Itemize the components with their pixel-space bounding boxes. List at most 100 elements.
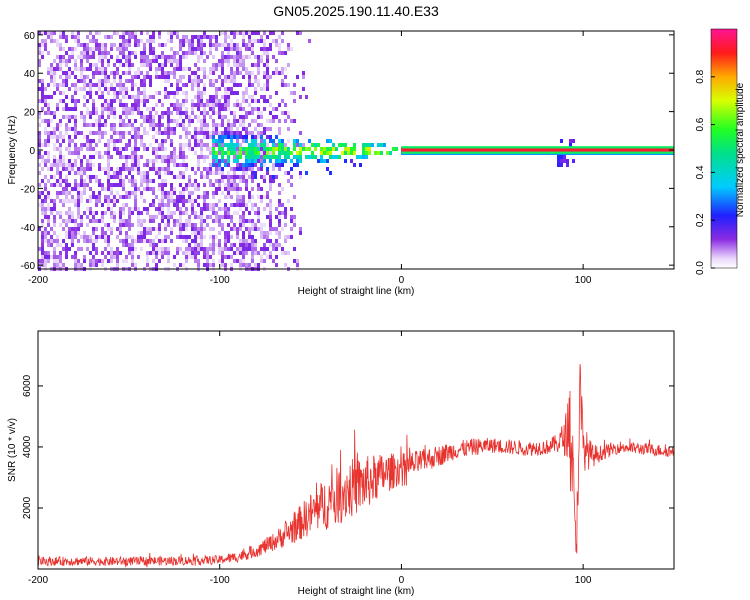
heatmap-cell <box>239 207 242 211</box>
heatmap-cell <box>77 199 80 203</box>
heatmap-cell <box>119 195 122 199</box>
heatmap-cell <box>131 223 134 227</box>
heatmap-cell <box>38 51 41 55</box>
heatmap-cell <box>254 163 257 167</box>
heatmap-cell <box>113 111 116 115</box>
heatmap-cell <box>260 151 263 155</box>
heatmap-cell <box>245 91 248 95</box>
heatmap-cell <box>119 59 122 63</box>
heatmap-cell <box>62 135 65 139</box>
heatmap-cell <box>224 215 227 219</box>
heatmap-cell <box>161 103 164 107</box>
heatmap-cell <box>368 151 371 155</box>
heatmap-cell <box>92 255 95 259</box>
heatmap-cell <box>206 155 209 159</box>
heatmap-cell <box>47 143 50 147</box>
heatmap-cell <box>296 259 299 263</box>
heatmap-cell <box>206 223 209 227</box>
heatmap-cell <box>113 95 116 99</box>
heatmap-cell <box>305 147 308 151</box>
heatmap-cell <box>248 159 251 163</box>
heatmap-cell <box>278 71 281 75</box>
heatmap-cell <box>44 211 47 215</box>
heatmap-cell <box>149 227 152 231</box>
heatmap-cell <box>251 111 254 115</box>
heatmap-cell <box>137 135 140 139</box>
heatmap-cell <box>284 143 287 147</box>
heatmap-cell <box>194 259 197 263</box>
heatmap-cell <box>239 83 242 87</box>
heatmap-cell <box>77 79 80 83</box>
heatmap-cell <box>137 95 140 99</box>
heatmap-cell <box>140 195 143 199</box>
heatmap-cell <box>302 75 305 79</box>
heatmap-cell <box>83 143 86 147</box>
heatmap-cell <box>158 211 161 215</box>
heatmap-cell <box>185 115 188 119</box>
heatmap-cell <box>101 103 104 107</box>
heatmap-cell <box>131 87 134 91</box>
heatmap-cell <box>242 63 245 67</box>
heatmap-cell <box>392 147 395 151</box>
heatmap-cell <box>251 223 254 227</box>
heatmap-cell <box>275 155 278 159</box>
heatmap-cell <box>125 115 128 119</box>
heatmap-cell <box>206 123 209 127</box>
heatmap-cell <box>101 79 104 83</box>
heatmap-cell <box>59 63 62 67</box>
heatmap-cell <box>152 159 155 163</box>
heatmap-cell <box>128 67 131 71</box>
heatmap-cell <box>197 39 200 43</box>
heatmap-cell <box>113 75 116 79</box>
heatmap-cell <box>170 39 173 43</box>
heatmap-cell <box>47 67 50 71</box>
heatmap-cell <box>95 151 98 155</box>
heatmap-cell <box>92 99 95 103</box>
heatmap-cell <box>299 175 302 179</box>
heatmap-cell <box>122 95 125 99</box>
heatmap-cell <box>86 135 89 139</box>
heatmap-cell <box>317 143 320 147</box>
heatmap-cell <box>86 183 89 187</box>
heatmap-cell <box>53 147 56 151</box>
heatmap-cell <box>92 47 95 51</box>
heatmap-cell <box>110 155 113 159</box>
heatmap-cell <box>359 155 362 159</box>
heatmap-cell <box>182 155 185 159</box>
heatmap-cell <box>203 71 206 75</box>
heatmap-cell <box>230 147 233 151</box>
heatmap-cell <box>299 231 302 235</box>
heatmap-cell <box>44 251 47 255</box>
heatmap-cell <box>236 163 239 167</box>
heatmap-cell <box>125 163 128 167</box>
heatmap-cell <box>98 119 101 123</box>
heatmap-cell <box>110 231 113 235</box>
heatmap-cell <box>263 151 266 155</box>
heatmap-cell <box>227 175 230 179</box>
heatmap-cell <box>281 211 284 215</box>
heatmap-cell <box>98 139 101 143</box>
heatmap-cell <box>191 111 194 115</box>
heatmap-cell <box>68 171 71 175</box>
heatmap-cell <box>278 35 281 39</box>
heatmap-cell <box>182 51 185 55</box>
heatmap-cell <box>53 223 56 227</box>
heatmap-cell <box>299 151 302 155</box>
heatmap-cell <box>179 147 182 151</box>
heatmap-cell <box>137 71 140 75</box>
heatmap-cell <box>98 123 101 127</box>
heatmap-cell <box>344 151 347 155</box>
heatmap-cell <box>230 31 233 35</box>
heatmap-cell <box>239 151 242 155</box>
heatmap-cell <box>182 191 185 195</box>
heatmap-cell <box>125 191 128 195</box>
colorbar-tick-label: 0.0 <box>695 261 706 275</box>
heatmap-cell <box>266 231 269 235</box>
heatmap-cell <box>59 251 62 255</box>
heatmap-cell <box>158 43 161 47</box>
heatmap-cell <box>92 71 95 75</box>
heatmap-cell <box>68 147 71 151</box>
heatmap-cell <box>95 199 98 203</box>
heatmap-cell <box>185 223 188 227</box>
heatmap-cell <box>278 203 281 207</box>
